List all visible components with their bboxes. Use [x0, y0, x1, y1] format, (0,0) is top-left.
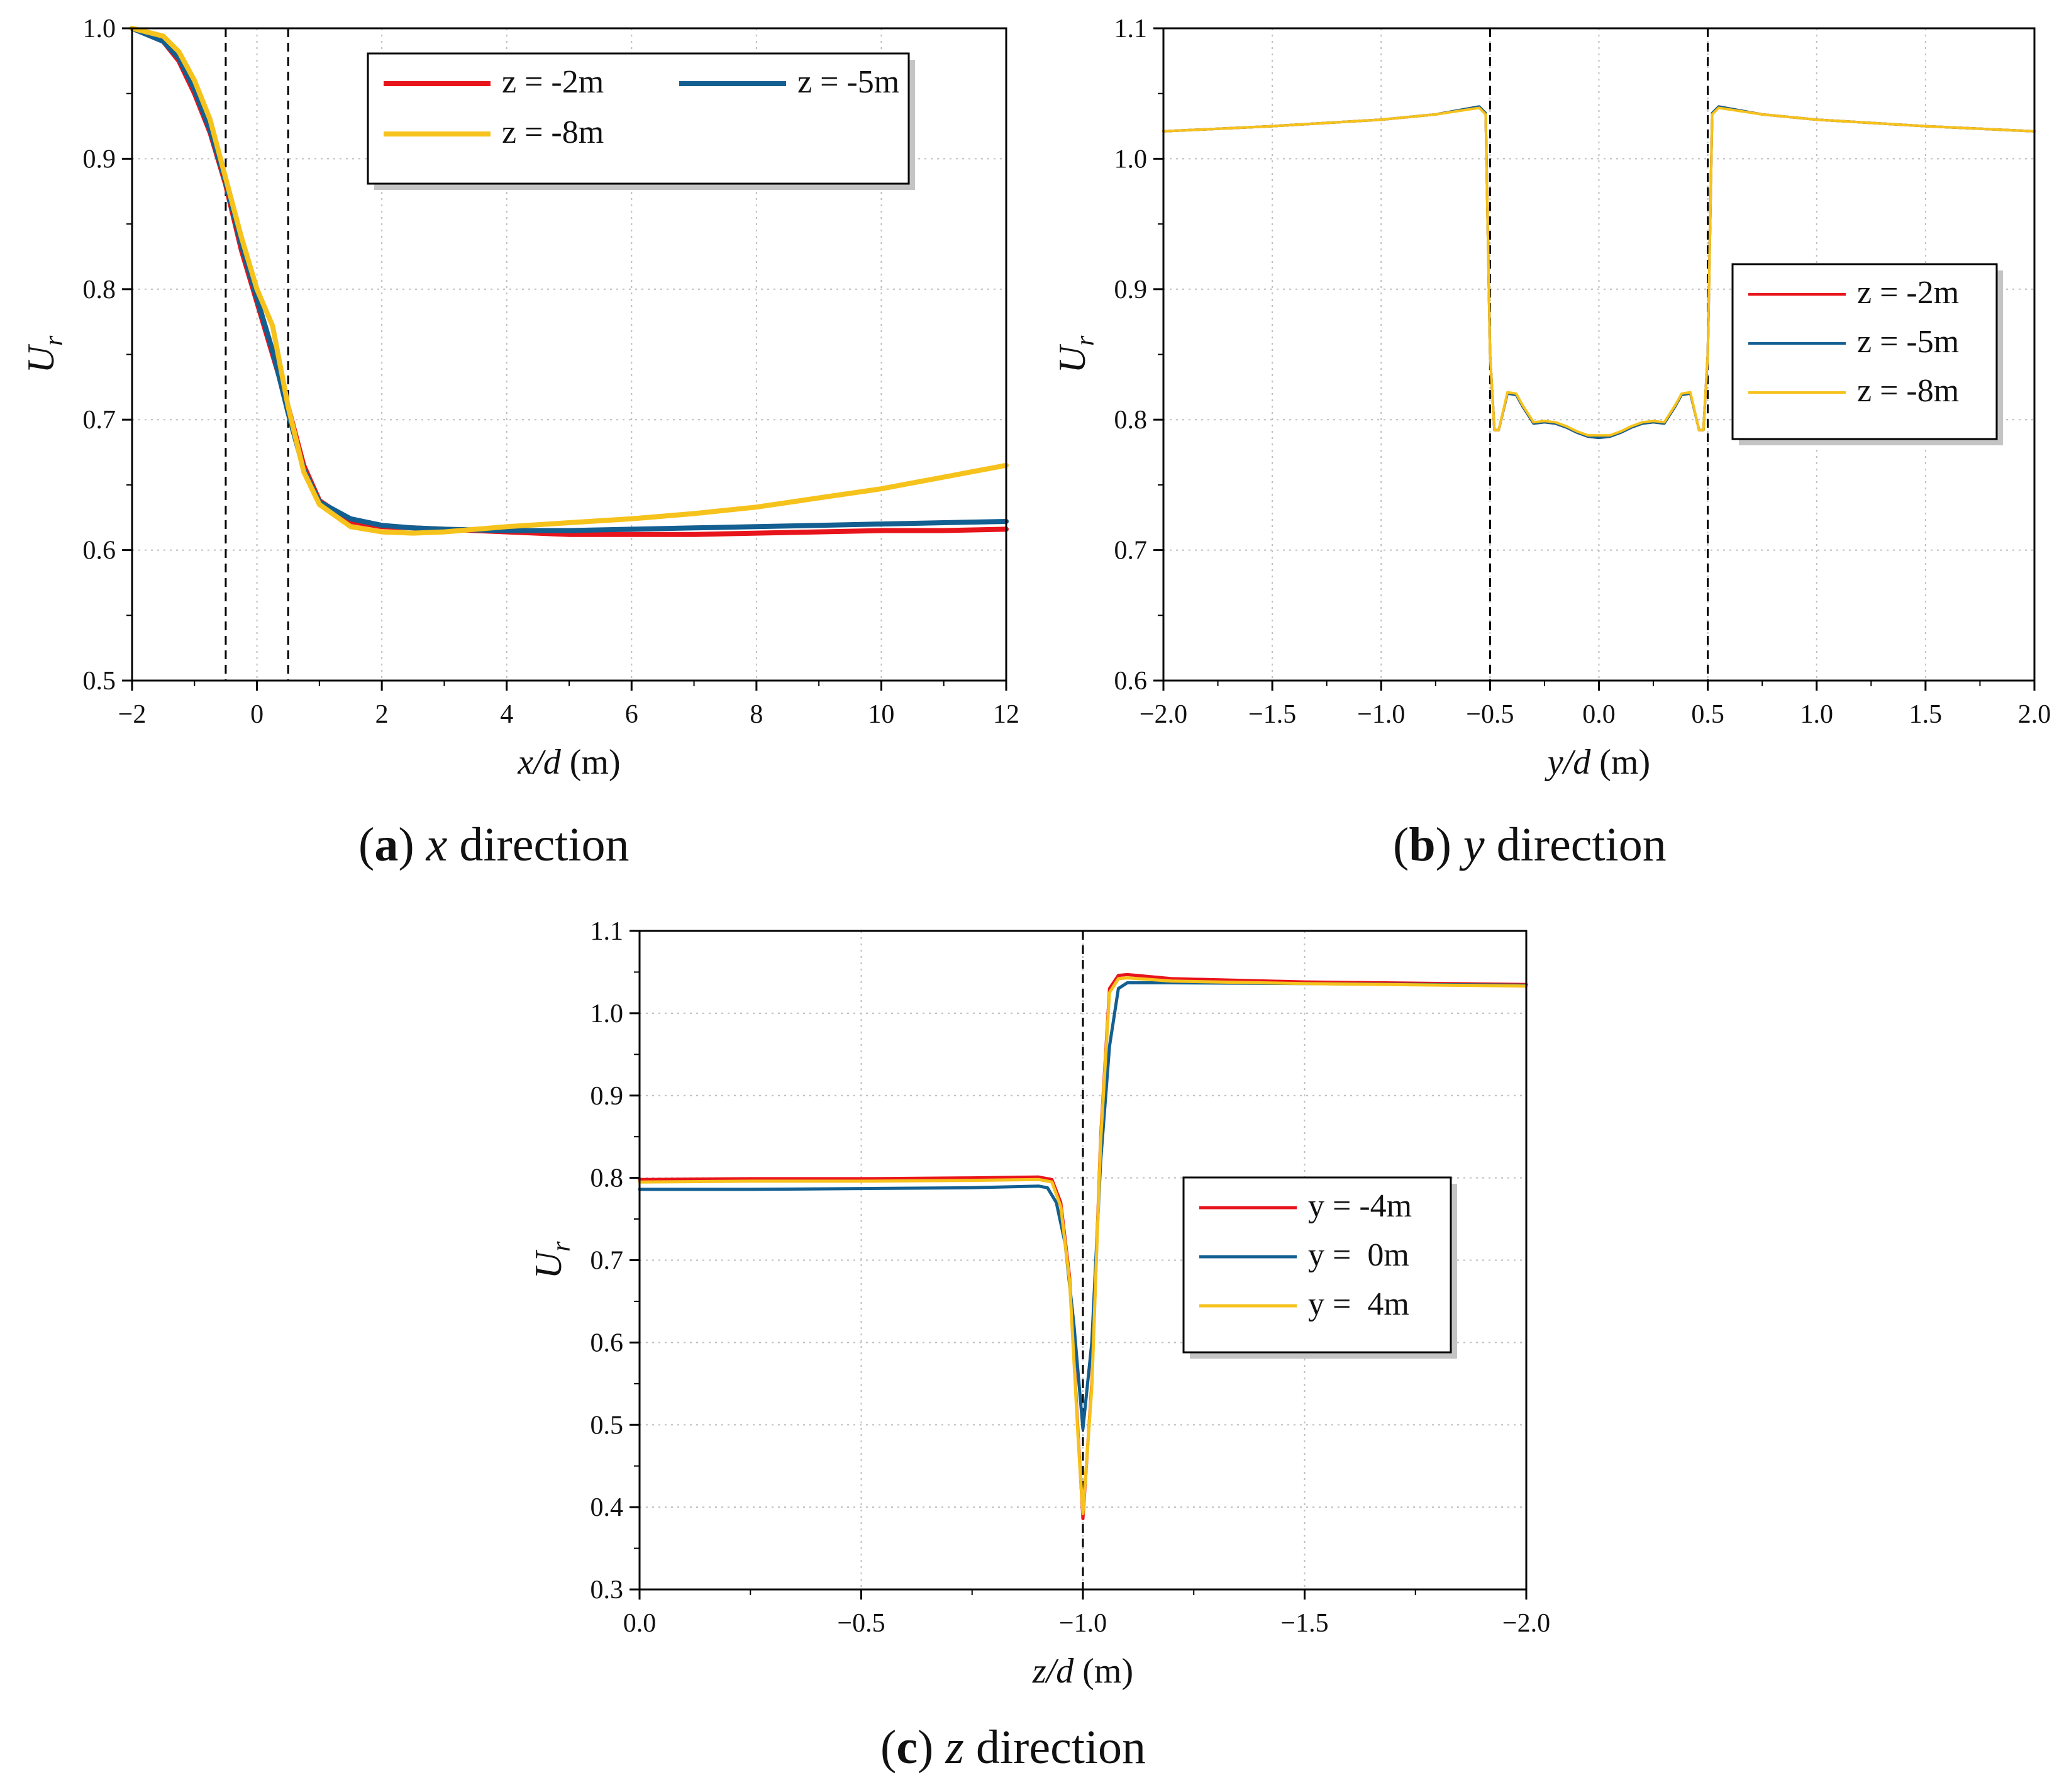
a-xtick-label-2: 2: [375, 700, 389, 729]
caption-c-var: z: [945, 1721, 964, 1774]
a-ytick-label-4: 0.9: [83, 145, 116, 174]
c-xtick-label-1: −0.5: [837, 1609, 885, 1638]
caption-b-var: y: [1463, 818, 1485, 871]
c-ytick-label-2: 0.5: [591, 1411, 624, 1440]
a-ytick-label-1: 0.6: [83, 537, 116, 565]
caption-b: (b) y direction: [1393, 818, 1667, 871]
caption-a-var: x: [426, 818, 448, 871]
caption-a-letter: a: [374, 818, 399, 871]
b-ytick-label-1: 0.7: [1114, 537, 1148, 565]
c-series-line-1: [638, 981, 1528, 1431]
b-xtick-label-0: −2.0: [1140, 700, 1187, 729]
b-legend-label-1: z = -5m: [1857, 324, 1959, 360]
c-x-axis-var: z/d: [1032, 1652, 1082, 1691]
c-ytick-label-3: 0.6: [591, 1328, 624, 1357]
c-ytick-label-5: 0.8: [591, 1164, 624, 1193]
c-legend-label-2: y = 4m: [1308, 1286, 1409, 1322]
b-legend-label-0: z = -2m: [1857, 275, 1959, 311]
c-x-axis-unit: (m): [1082, 1652, 1133, 1691]
b-xtick-label-8: 2.0: [2018, 700, 2051, 729]
b-y-axis-sub: r: [1071, 335, 1100, 346]
a-ytick-label-0: 0.5: [83, 667, 116, 696]
caption-b-letter: b: [1409, 818, 1436, 871]
caption-c-text: direction: [975, 1721, 1146, 1774]
a-legend-label-1: z = -5m: [797, 64, 899, 100]
panel-b-chart: −2.0 −1.5 −1.0 −0.5 0.0 0.5 1.0 1.5 2.0 0.6 0.7 0.8…: [1051, 14, 2051, 782]
a-xtick-label-5: 8: [750, 700, 763, 729]
c-xtick-label-0: 0.0: [623, 1609, 657, 1638]
a-xtick-label-0: −2: [118, 700, 147, 729]
a-ytick-label-2: 0.7: [83, 406, 116, 435]
a-ytick-label-5: 1.0: [83, 14, 116, 43]
b-y-axis-main: U: [1051, 343, 1093, 373]
b-ytick-label-0: 0.6: [1114, 667, 1148, 696]
b-ytick-label-4: 1.0: [1114, 145, 1148, 174]
b-xtick-label-4: 0.0: [1582, 700, 1616, 729]
b-x-axis-unit: (m): [1599, 743, 1650, 782]
c-xtick-label-2: −1.0: [1059, 1609, 1107, 1638]
a-legend-label-0: z = -2m: [502, 64, 604, 100]
caption-a-text: direction: [459, 818, 630, 871]
caption-c: (c) z direction: [880, 1721, 1146, 1774]
panel-a-chart: −2 0 2 4 6 8 10 12 0.5 0.6 0.7 0.8 0.9 1.0 x/d (m) Ur z …: [20, 14, 1019, 782]
b-ytick-label-3: 0.9: [1114, 275, 1148, 304]
b-y-axis-label: Ur: [1051, 335, 1100, 373]
c-xtick-label-3: −1.5: [1280, 1609, 1328, 1638]
c-ytick-label-6: 0.9: [591, 1082, 624, 1111]
c-series-line-2: [638, 976, 1528, 1516]
a-series-line-1: [130, 26, 1009, 533]
a-ytick-label-3: 0.8: [83, 275, 116, 304]
c-xtick-label-4: −2.0: [1502, 1609, 1550, 1638]
a-xtick-label-4: 6: [625, 700, 638, 729]
c-legend-label-1: y = 0m: [1308, 1237, 1409, 1273]
a-y-axis-main: U: [20, 343, 62, 373]
b-xtick-label-2: −1.0: [1357, 700, 1405, 729]
c-ytick-label-4: 0.7: [591, 1247, 624, 1276]
c-y-axis-label: Ur: [528, 1241, 576, 1279]
b-x-axis-label: y/d (m): [1545, 743, 1650, 782]
b-ytick-label-2: 0.8: [1114, 406, 1148, 435]
c-x-axis-label: z/d (m): [1032, 1652, 1133, 1691]
a-x-axis-unit: (m): [570, 743, 621, 782]
caption-a: (a) x direction: [358, 818, 630, 871]
b-legend-label-2: z = -8m: [1857, 373, 1959, 409]
c-ytick-label-1: 0.4: [591, 1493, 624, 1522]
a-y-axis-sub: r: [40, 335, 69, 346]
b-ytick-label-5: 1.1: [1114, 14, 1148, 43]
c-legend-label-0: y = -4m: [1308, 1188, 1412, 1224]
a-x-axis-label: x/d (m): [517, 743, 620, 782]
a-xtick-label-1: 0: [250, 700, 263, 729]
b-xtick-label-3: −0.5: [1466, 700, 1514, 729]
c-ytick-label-8: 1.1: [591, 917, 624, 946]
c-y-axis-main: U: [528, 1249, 569, 1279]
c-ytick-label-0: 0.3: [591, 1576, 624, 1605]
b-xtick-label-5: 0.5: [1691, 700, 1724, 729]
panel-c-chart: 0.0 −0.5 −1.0 −1.5 −2.0 0.3 0.4 0.5 0.6 0.7 0.8 0.9…: [528, 917, 1550, 1691]
b-xtick-label-7: 1.5: [1909, 700, 1943, 729]
a-xtick-label-7: 12: [993, 700, 1019, 729]
b-x-axis-var: y/d: [1545, 743, 1599, 782]
caption-b-text: direction: [1496, 818, 1667, 871]
c-ytick-label-7: 1.0: [591, 999, 624, 1028]
a-y-axis-label: Ur: [20, 335, 69, 373]
caption-c-letter: c: [896, 1721, 918, 1774]
a-x-axis-var: x/d: [517, 743, 569, 782]
a-xtick-label-3: 4: [500, 700, 513, 729]
a-legend-label-2: z = -8m: [502, 114, 604, 150]
a-legend-box: [367, 52, 910, 185]
a-series-line-2: [130, 26, 1009, 536]
b-series-line-2: [1162, 106, 2036, 437]
a-xtick-label-6: 10: [868, 700, 894, 729]
c-y-axis-sub: r: [547, 1241, 576, 1252]
b-xtick-label-6: 1.0: [1800, 700, 1834, 729]
b-xtick-label-1: −1.5: [1248, 700, 1296, 729]
